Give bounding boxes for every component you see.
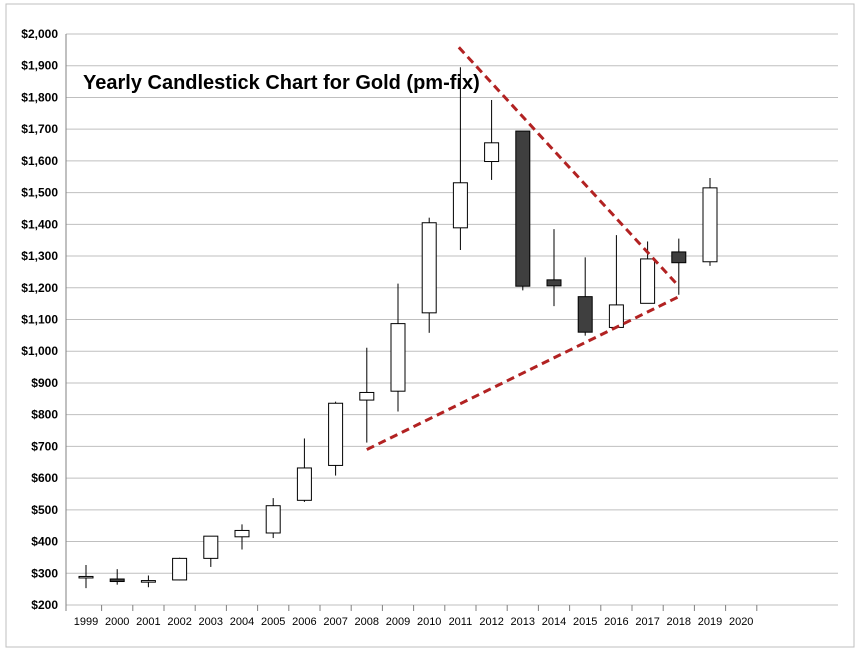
candle-2006: [296, 438, 312, 502]
candle-2000: [109, 569, 125, 585]
candle-body: [234, 529, 250, 538]
y-tick-label: $1,000: [21, 344, 58, 358]
candle-2002: [172, 557, 188, 581]
candle-2014: [546, 229, 562, 307]
y-tick-label: $200: [31, 598, 58, 612]
candle-2003: [203, 535, 219, 567]
y-tick-label: $1,400: [21, 217, 58, 231]
x-tick-label: 2002: [167, 616, 191, 628]
candle-body: [172, 557, 188, 581]
candle-body: [608, 304, 624, 328]
candle-body: [515, 130, 531, 287]
candle-2019: [702, 178, 718, 266]
x-tick-label: 2016: [604, 616, 628, 628]
x-tick-label: 2010: [417, 616, 441, 628]
y-tick-label: $1,600: [21, 154, 58, 168]
x-tick-label: 2011: [449, 616, 473, 628]
x-tick-label: 2014: [542, 616, 566, 628]
x-tick-label: 2007: [323, 616, 347, 628]
candle-body: [546, 279, 562, 287]
candle-2013: [515, 130, 531, 291]
y-tick-label: $1,300: [21, 249, 58, 263]
y-tick-label: $400: [31, 535, 58, 549]
x-tick-label: 2015: [573, 616, 597, 628]
x-tick-label: 2018: [667, 616, 691, 628]
x-tick-label: 2019: [698, 616, 722, 628]
candle-2011: [452, 67, 468, 251]
y-tick-label: $900: [31, 376, 58, 390]
candle-2004: [234, 524, 250, 550]
candle-body: [702, 187, 718, 263]
trendline-1: [457, 46, 680, 288]
candles: [78, 67, 718, 589]
candle-2001: [140, 575, 156, 588]
y-tick-label: $1,700: [21, 122, 58, 136]
x-tick-label: 2012: [479, 616, 503, 628]
x-tick-label: 1999: [74, 616, 98, 628]
candle-2005: [265, 498, 281, 539]
candle-body: [452, 182, 468, 229]
candle-body: [203, 535, 219, 559]
candle-2009: [390, 283, 406, 412]
x-tick-label: 2004: [230, 616, 254, 628]
candle-2018: [671, 238, 687, 295]
y-tick-label: $2,000: [21, 27, 58, 41]
candle-2008: [359, 347, 375, 443]
x-tick-label: 2000: [105, 616, 129, 628]
y-axis-ticks: $200 $300 $400 $500 $600 $700 $800 $900 $1,000 $1…: [21, 27, 58, 612]
candle-body: [359, 391, 375, 401]
candle-body: [140, 580, 156, 583]
candle-body: [671, 251, 687, 264]
candle-2015: [577, 257, 593, 336]
chart-title: Yearly Candlestick Chart for Gold (pm-fi…: [83, 72, 480, 94]
x-axis-ticks: 1999 2000 2001 2002 2003 2004 2005 2006 2007 2008…: [65, 605, 758, 628]
x-tick-label: 2009: [386, 616, 410, 628]
candle-body: [109, 578, 125, 583]
candle-1999: [78, 565, 94, 589]
x-tick-label: 2013: [511, 616, 535, 628]
candle-body: [577, 296, 593, 333]
y-tick-label: $1,800: [21, 90, 58, 104]
x-tick-label: 2005: [261, 616, 285, 628]
chart-border: [5, 3, 855, 648]
candle-body: [640, 258, 656, 304]
candle-body: [265, 505, 281, 534]
candle-2007: [328, 401, 344, 476]
x-tick-label: 2020: [729, 616, 753, 628]
candle-body: [296, 467, 312, 501]
y-tick-label: $1,200: [21, 281, 58, 295]
x-tick-label: 2008: [355, 616, 379, 628]
x-tick-label: 2017: [635, 616, 659, 628]
candle-body: [484, 142, 500, 163]
y-tick-label: $600: [31, 471, 58, 485]
candle-body: [328, 402, 344, 466]
candle-2012: [484, 99, 500, 180]
candle-body: [78, 575, 94, 579]
trendline-2: [366, 295, 680, 451]
y-tick-label: $1,100: [21, 313, 58, 327]
y-tick-label: $300: [31, 566, 58, 580]
x-tick-label: 2006: [292, 616, 316, 628]
candle-body: [390, 323, 406, 392]
candle-2010: [421, 217, 437, 333]
y-tick-label: $800: [31, 408, 58, 422]
y-tick-label: $1,900: [21, 59, 58, 73]
x-tick-label: 2003: [199, 616, 223, 628]
trendlines: [366, 46, 680, 451]
y-tick-label: $500: [31, 503, 58, 517]
y-tick-label: $1,500: [21, 186, 58, 200]
x-tick-label: 2001: [136, 616, 160, 628]
candle-body: [421, 222, 437, 314]
y-tick-label: $700: [31, 439, 58, 453]
